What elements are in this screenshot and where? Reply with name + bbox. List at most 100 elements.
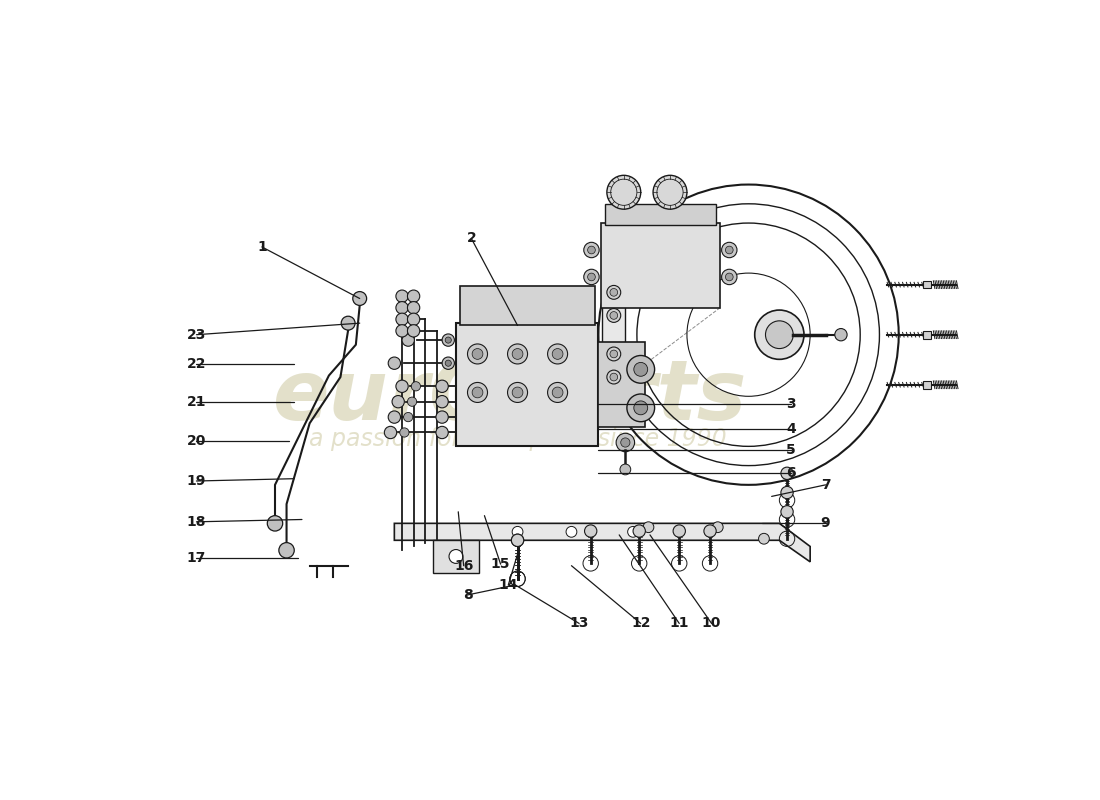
Circle shape — [552, 349, 563, 359]
Circle shape — [781, 467, 793, 479]
Circle shape — [726, 273, 734, 281]
Bar — [923, 331, 931, 338]
Text: 21: 21 — [187, 394, 206, 409]
Circle shape — [279, 542, 295, 558]
Circle shape — [627, 394, 654, 422]
Circle shape — [446, 337, 451, 343]
Text: 13: 13 — [570, 617, 589, 630]
Circle shape — [587, 246, 595, 254]
Circle shape — [607, 347, 620, 361]
Text: 11: 11 — [670, 617, 689, 630]
Text: 7: 7 — [821, 478, 830, 492]
Circle shape — [512, 534, 524, 546]
Circle shape — [446, 360, 451, 366]
Circle shape — [436, 411, 449, 423]
Text: 19: 19 — [187, 474, 206, 488]
Circle shape — [512, 534, 524, 546]
FancyBboxPatch shape — [601, 223, 720, 308]
Circle shape — [607, 175, 640, 209]
Circle shape — [396, 380, 408, 393]
Circle shape — [759, 534, 769, 544]
Circle shape — [552, 387, 563, 398]
Text: 2: 2 — [466, 231, 476, 246]
Text: 12: 12 — [631, 617, 650, 630]
Circle shape — [548, 344, 568, 364]
Circle shape — [396, 325, 408, 337]
Circle shape — [781, 486, 793, 498]
Circle shape — [388, 357, 400, 370]
Circle shape — [620, 464, 630, 475]
Bar — [923, 381, 931, 389]
Circle shape — [442, 357, 454, 370]
Circle shape — [584, 242, 600, 258]
Circle shape — [267, 516, 283, 531]
Text: 20: 20 — [187, 434, 206, 448]
Circle shape — [609, 350, 618, 358]
Polygon shape — [433, 540, 480, 574]
Circle shape — [507, 382, 528, 402]
Circle shape — [468, 344, 487, 364]
Circle shape — [513, 526, 522, 538]
Circle shape — [620, 438, 630, 447]
Text: 8: 8 — [463, 588, 472, 602]
FancyBboxPatch shape — [605, 204, 716, 226]
Circle shape — [673, 525, 685, 538]
Circle shape — [513, 387, 522, 398]
Circle shape — [634, 401, 648, 414]
Circle shape — [407, 325, 420, 337]
Circle shape — [634, 525, 646, 538]
Text: 1: 1 — [257, 240, 267, 254]
Circle shape — [449, 550, 463, 563]
Circle shape — [472, 349, 483, 359]
Text: 16: 16 — [454, 558, 473, 573]
Text: 5: 5 — [786, 443, 795, 457]
Circle shape — [628, 526, 638, 538]
Text: 4: 4 — [786, 422, 795, 436]
Circle shape — [513, 349, 522, 359]
Circle shape — [653, 175, 686, 209]
Circle shape — [607, 286, 620, 299]
Text: 6: 6 — [786, 466, 795, 480]
Circle shape — [609, 312, 618, 319]
Circle shape — [392, 395, 405, 408]
Text: 3: 3 — [786, 397, 795, 411]
Circle shape — [704, 525, 716, 538]
FancyBboxPatch shape — [460, 286, 594, 325]
Circle shape — [407, 313, 420, 326]
Circle shape — [472, 387, 483, 398]
Text: 17: 17 — [187, 551, 206, 565]
Circle shape — [627, 355, 654, 383]
Text: 14: 14 — [498, 578, 518, 592]
Circle shape — [399, 428, 409, 437]
Circle shape — [507, 344, 528, 364]
Circle shape — [402, 334, 415, 346]
Text: 18: 18 — [187, 515, 206, 529]
Circle shape — [616, 434, 635, 452]
Circle shape — [548, 382, 568, 402]
Circle shape — [407, 302, 420, 314]
Circle shape — [607, 370, 620, 384]
Circle shape — [607, 309, 620, 322]
Polygon shape — [603, 273, 625, 396]
Circle shape — [587, 273, 595, 281]
Circle shape — [584, 270, 600, 285]
Circle shape — [407, 397, 417, 406]
FancyBboxPatch shape — [598, 342, 645, 427]
Circle shape — [436, 395, 449, 408]
Text: 15: 15 — [491, 557, 510, 571]
Circle shape — [404, 413, 412, 422]
Circle shape — [442, 334, 454, 346]
Circle shape — [755, 310, 804, 359]
Circle shape — [436, 380, 449, 393]
Circle shape — [566, 526, 576, 538]
Circle shape — [726, 246, 734, 254]
Circle shape — [388, 411, 400, 423]
Circle shape — [609, 289, 618, 296]
Circle shape — [713, 522, 723, 533]
FancyBboxPatch shape — [455, 323, 598, 446]
Bar — [923, 281, 931, 289]
Circle shape — [584, 525, 597, 538]
Circle shape — [396, 302, 408, 314]
Text: a passion for auto parts since 1990: a passion for auto parts since 1990 — [309, 426, 726, 450]
Circle shape — [722, 242, 737, 258]
